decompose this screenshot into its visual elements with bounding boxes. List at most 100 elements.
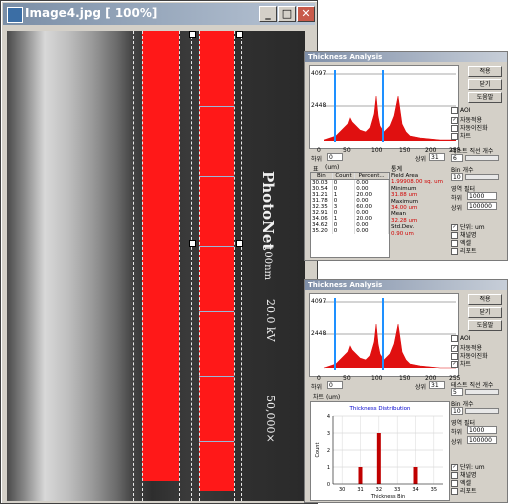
- panel2-area-max-field[interactable]: 100000: [467, 436, 497, 444]
- table-header[interactable]: Count: [332, 173, 356, 180]
- selection-handle[interactable]: [236, 240, 243, 247]
- panel1-bin-field[interactable]: 10: [451, 173, 463, 181]
- panel2-unit-report[interactable]: 리포트: [451, 486, 507, 495]
- table-row[interactable]: 32.91 0 0.00: [311, 210, 389, 216]
- panel2-bin-slider[interactable]: [465, 408, 499, 414]
- panel2-histogram[interactable]: 4097 2448: [309, 293, 459, 377]
- panel1-check-chart[interactable]: 차트: [451, 131, 507, 140]
- table-cell: 0.00: [354, 222, 389, 228]
- stat-label: Field Area: [391, 173, 419, 179]
- panel1-unit-channel[interactable]: 채널명: [451, 230, 507, 239]
- maximize-button[interactable]: □: [278, 6, 296, 22]
- table-cell: 34.06: [311, 216, 333, 222]
- panel1-check-auto[interactable]: ✓ 자동적용: [451, 117, 483, 124]
- panel2-ymid: 2448: [311, 330, 327, 337]
- panel1-unit-um[interactable]: ✓ 단위: um: [451, 224, 485, 231]
- x-tick-label: 30: [339, 487, 345, 493]
- panel2-histogram-svg: [323, 298, 456, 370]
- panel2-upper-label: 상위: [415, 384, 427, 391]
- table-cell: 1: [332, 192, 356, 198]
- panel2-lower-field[interactable]: 0: [327, 381, 343, 389]
- selection-handle[interactable]: [236, 31, 243, 38]
- panel1-area-max-field[interactable]: 100000: [467, 202, 497, 210]
- checkbox-icon: ✓: [451, 345, 458, 352]
- table-row[interactable]: 31.21 1 20.00: [311, 192, 389, 198]
- panel2-help-button[interactable]: 도움말: [468, 320, 502, 331]
- panel1-stats-tab[interactable]: 통계: [391, 166, 403, 173]
- panel1-unit-excel[interactable]: 엑셀: [451, 238, 507, 247]
- test-line: [199, 176, 234, 177]
- panel1-check-binarize[interactable]: 자동이진화: [451, 123, 507, 132]
- panel1-test-lines-field[interactable]: 6: [451, 154, 463, 162]
- stat-label: Mean: [391, 211, 406, 218]
- panel1-ymax: 4097: [311, 70, 327, 77]
- stat-value: 0.90 um: [391, 230, 414, 237]
- panel1-help-button[interactable]: 도움말: [468, 92, 502, 103]
- minimize-button[interactable]: _: [259, 6, 277, 22]
- table-row[interactable]: 32.35 3 60.00: [311, 204, 389, 210]
- bar: [376, 433, 381, 484]
- panel2-test-lines-field[interactable]: 5: [451, 388, 463, 396]
- table-cell: 0.00: [354, 210, 389, 216]
- panel2-upper-field[interactable]: 31: [429, 381, 445, 389]
- panel2-close-button[interactable]: 닫기: [468, 307, 502, 318]
- checkbox-icon: [451, 248, 458, 255]
- table-cell: 0.00: [354, 179, 389, 186]
- panel2-titlebar[interactable]: Thickness Analysis: [305, 280, 507, 290]
- panel2-unit-um[interactable]: ✓ 단위: um: [451, 464, 485, 471]
- panel2-check-binarize[interactable]: 자동이진화: [451, 351, 507, 360]
- panel1-histogram[interactable]: 4097 2448: [309, 65, 459, 149]
- close-button[interactable]: ✕: [297, 6, 315, 22]
- panel1-close-button[interactable]: 닫기: [468, 79, 502, 90]
- panel1-lower-label: 하위: [311, 156, 323, 163]
- panel2-check-auto[interactable]: ✓ 자동적용: [451, 345, 483, 352]
- panel1-table-tab[interactable]: 표: [313, 166, 319, 173]
- table-header[interactable]: Percent...: [354, 173, 389, 180]
- table-cell: 0.00: [354, 186, 389, 192]
- panel1-bin-slider[interactable]: [465, 174, 499, 180]
- chart-title: Thickness Distribution: [348, 406, 411, 412]
- panel2-test-lines-slider[interactable]: [465, 389, 499, 395]
- stat-value: 34.00 um: [391, 205, 418, 212]
- panel2-apply-button[interactable]: 적용: [468, 294, 502, 305]
- panel1-upper-field[interactable]: 31: [429, 153, 445, 161]
- stat-value: 32.28 um: [391, 217, 418, 224]
- panel1-test-lines-slider[interactable]: [465, 155, 499, 161]
- y-tick-label: 1: [327, 465, 330, 471]
- panel1-titlebar[interactable]: Thickness Analysis: [305, 52, 507, 62]
- test-line: [199, 106, 234, 107]
- panel1-check-aoi[interactable]: AOI: [451, 107, 507, 115]
- panel1-apply-button[interactable]: 적용: [468, 66, 502, 77]
- table-row[interactable]: 34.62 0 0.00: [311, 222, 389, 228]
- selection-handle[interactable]: [189, 240, 196, 247]
- checkbox-icon: [451, 232, 458, 239]
- image-window-titlebar[interactable]: Image4.jpg [ 100%] _ □ ✕: [3, 3, 315, 25]
- panel2-area-filter-label: 영역 필터: [451, 420, 475, 427]
- panel2-unit-excel[interactable]: 엑셀: [451, 478, 507, 487]
- panel1-bin-table[interactable]: Bin Count Percent... 30.03 0 0.00 30.54 0 0.0…: [310, 172, 390, 258]
- table-header[interactable]: Bin: [311, 173, 333, 180]
- table-row[interactable]: 30.03 0 0.00: [311, 179, 389, 186]
- table-row[interactable]: 35.20 0 0.00: [311, 228, 389, 234]
- panel1-lower-field[interactable]: 0: [327, 153, 343, 161]
- test-line: [199, 246, 234, 247]
- table-cell: 1: [332, 216, 356, 222]
- panel2-check-chart[interactable]: ✓ 차트: [451, 361, 472, 368]
- stat-label: Minimum: [391, 185, 417, 192]
- panel1-area-min-field[interactable]: 1000: [467, 192, 497, 200]
- panel2-check-aoi[interactable]: AOI: [451, 335, 507, 343]
- panel2-area-min-field[interactable]: 1000: [467, 426, 497, 434]
- panel2-bin-field[interactable]: 10: [451, 407, 463, 415]
- panel1-xticks: 0 50 100 150 200 255: [317, 147, 461, 154]
- table-row[interactable]: 31.78 0 0.00: [311, 198, 389, 204]
- sem-image[interactable]: PhotoNet 100nm 20.0 kV 50,000×: [7, 31, 305, 501]
- bar: [413, 467, 418, 484]
- table-row[interactable]: 34.06 1 20.00: [311, 216, 389, 222]
- panel1-unit-report[interactable]: 리포트: [451, 246, 507, 255]
- table-cell: 30.54: [311, 186, 333, 192]
- table-row[interactable]: 30.54 0 0.00: [311, 186, 389, 192]
- selection-handle[interactable]: [189, 31, 196, 38]
- panel2-unit-channel[interactable]: 채널명: [451, 470, 507, 479]
- table-cell: 0: [332, 198, 356, 204]
- test-line: [199, 311, 234, 312]
